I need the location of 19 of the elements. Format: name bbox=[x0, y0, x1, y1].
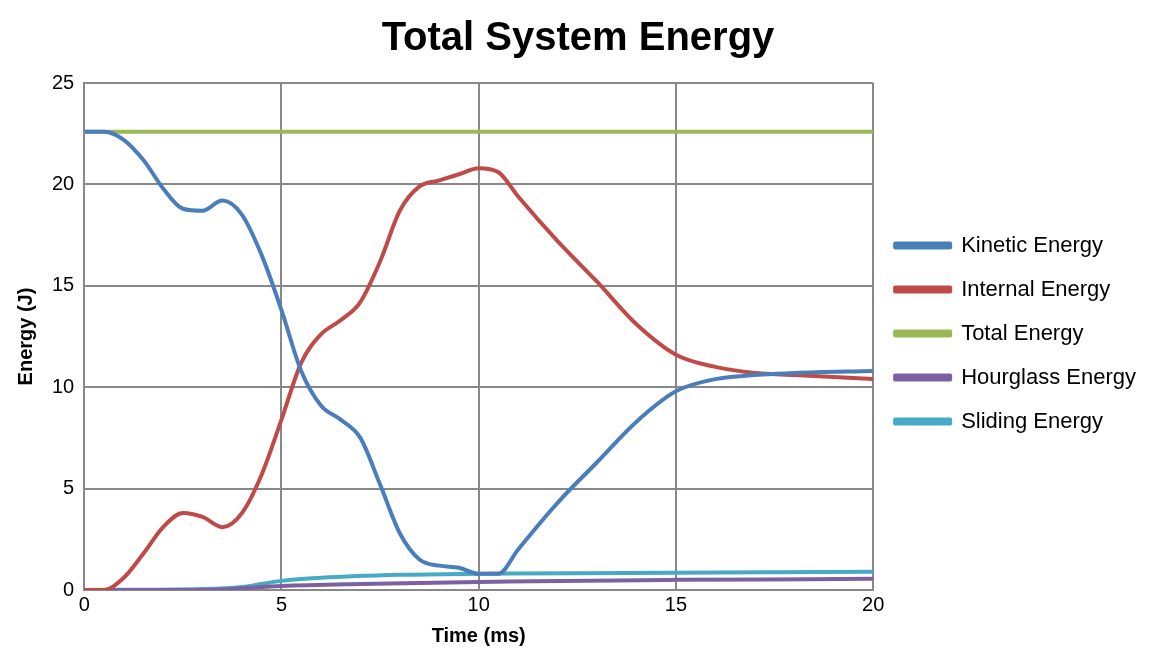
legend-label: Kinetic Energy bbox=[961, 231, 1103, 257]
x-tick-label: 20 bbox=[862, 592, 885, 615]
y-tick-label: 10 bbox=[52, 374, 75, 397]
legend-label: Internal Energy bbox=[961, 275, 1111, 301]
x-tick-label: 5 bbox=[275, 592, 288, 615]
y-tick-label: 15 bbox=[52, 273, 75, 296]
y-tick-label: 5 bbox=[63, 476, 75, 499]
x-tick-label: 15 bbox=[664, 592, 688, 615]
y-axis-title: Energy (J) bbox=[13, 287, 36, 386]
y-tick-label: 20 bbox=[52, 171, 75, 194]
legend-label: Sliding Energy bbox=[961, 407, 1104, 433]
y-tick-label: 0 bbox=[63, 577, 75, 600]
x-tick-label: 0 bbox=[78, 592, 90, 615]
x-axis-title: Time (ms) bbox=[431, 623, 526, 646]
y-tick-label: 25 bbox=[52, 70, 75, 93]
chart-title: Total System Energy bbox=[381, 14, 776, 59]
legend-label: Hourglass Energy bbox=[961, 363, 1137, 389]
legend-label: Total Energy bbox=[961, 319, 1084, 345]
x-tick-label: 10 bbox=[467, 592, 490, 615]
